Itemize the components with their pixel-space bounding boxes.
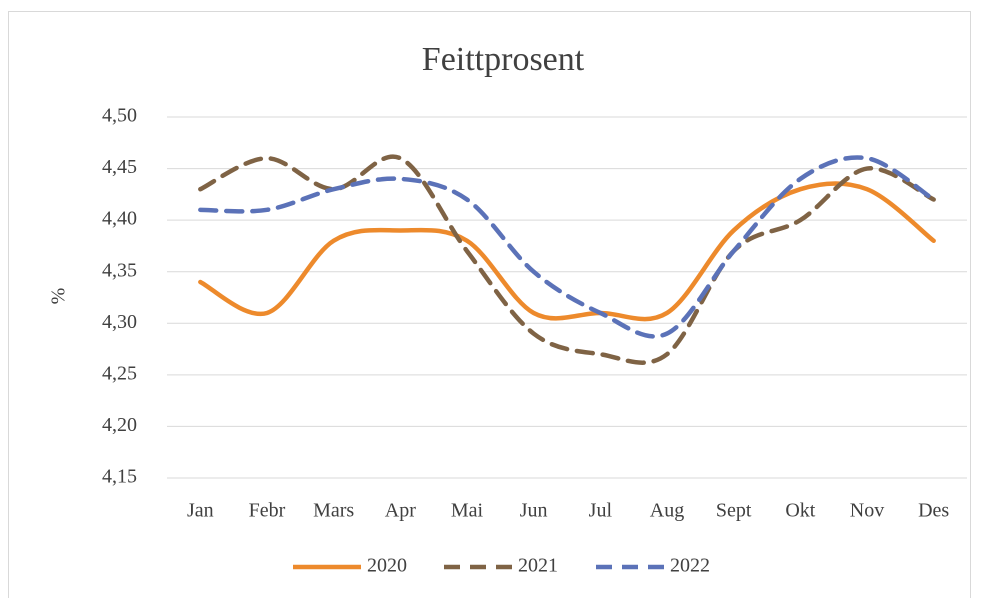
x-tick-label: Mai <box>451 500 484 522</box>
y-tick-label: 4,35 <box>102 259 137 281</box>
y-tick-label: 4,50 <box>102 105 137 127</box>
y-axis-label: % <box>48 288 70 305</box>
legend-label: 2021 <box>518 555 558 577</box>
x-tick-label: Mars <box>313 500 354 522</box>
y-tick-label: 4,45 <box>102 156 137 178</box>
y-tick-label: 4,25 <box>102 362 137 384</box>
x-tick-label: Febr <box>249 500 286 522</box>
chart-title: Feittprosent <box>422 41 585 78</box>
y-tick-label: 4,20 <box>102 414 137 436</box>
y-tick-label: 4,15 <box>102 466 137 488</box>
x-tick-label: Apr <box>385 500 416 522</box>
x-tick-label: Aug <box>650 500 684 522</box>
y-tick-label: 4,40 <box>102 208 137 230</box>
x-tick-label: Nov <box>850 500 884 522</box>
series-line <box>198 155 936 339</box>
series-line <box>198 181 936 322</box>
series-line <box>198 154 936 365</box>
x-tick-label: Jun <box>520 500 548 522</box>
y-tick-label: 4,30 <box>102 311 137 333</box>
x-tick-label: Sept <box>716 500 752 522</box>
chart-border <box>8 11 971 598</box>
legend-label: 2022 <box>670 555 710 577</box>
legend-label: 2020 <box>367 555 407 577</box>
x-tick-label: Des <box>918 500 949 522</box>
x-tick-label: Jan <box>187 500 214 522</box>
x-tick-label: Jul <box>589 500 613 522</box>
x-tick-label: Okt <box>785 500 815 522</box>
